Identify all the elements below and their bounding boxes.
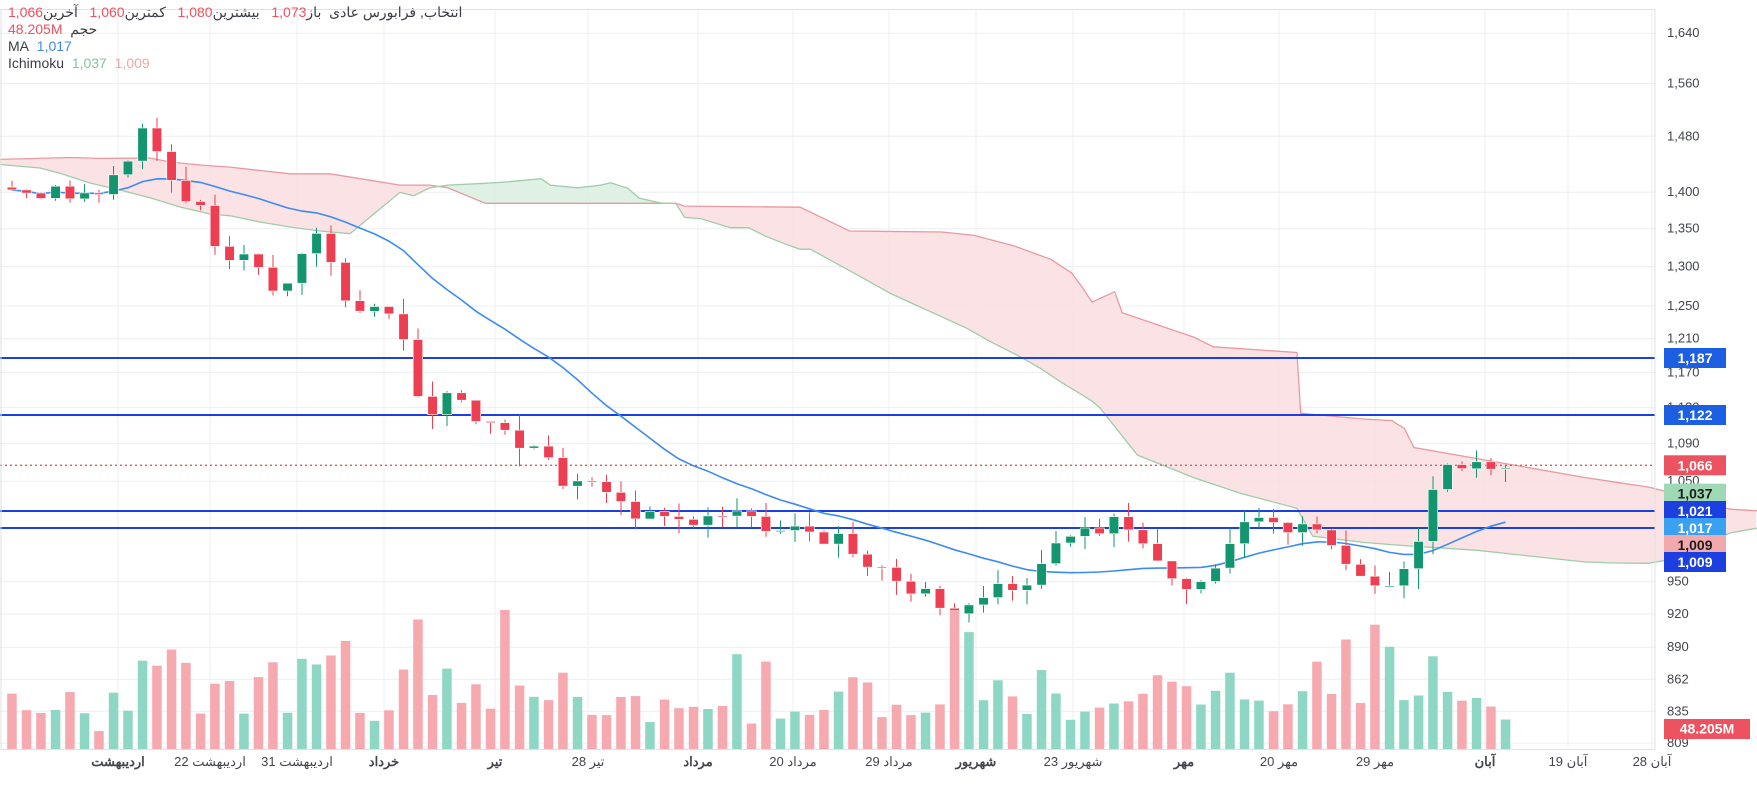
svg-text:1,640: 1,640 [1667, 25, 1700, 40]
svg-text:20 مرداد: 20 مرداد [769, 754, 816, 770]
svg-text:950: 950 [1667, 574, 1689, 589]
svg-text:شهریور: شهریور [955, 754, 997, 770]
svg-text:19 آبان: 19 آبان [1549, 753, 1589, 769]
svg-text:1,300: 1,300 [1667, 259, 1700, 274]
svg-text:29 مهر: 29 مهر [1356, 754, 1394, 770]
svg-text:1,350: 1,350 [1667, 221, 1700, 236]
svg-text:1,187: 1,187 [1677, 350, 1712, 366]
svg-text:1,250: 1,250 [1667, 298, 1700, 313]
svg-text:1,037: 1,037 [1677, 486, 1712, 502]
svg-text:22 اردیبهشت: 22 اردیبهشت [174, 754, 246, 770]
svg-text:835: 835 [1667, 703, 1689, 718]
svg-text:862: 862 [1667, 671, 1689, 686]
svg-text:31 اردیبهشت: 31 اردیبهشت [261, 754, 333, 770]
svg-text:1,480: 1,480 [1667, 128, 1700, 143]
svg-text:1,009: 1,009 [1677, 537, 1712, 553]
svg-text:1,090: 1,090 [1667, 436, 1700, 451]
svg-text:آبان: آبان [1475, 753, 1497, 769]
svg-text:1,017: 1,017 [1677, 520, 1712, 536]
svg-text:مهر: مهر [1173, 754, 1194, 770]
svg-text:1,066: 1,066 [1677, 457, 1712, 473]
svg-text:مرداد: مرداد [683, 754, 712, 770]
svg-text:1,210: 1,210 [1667, 331, 1700, 346]
svg-text:تیر: تیر [487, 754, 503, 770]
svg-text:23 شهریور: 23 شهریور [1044, 754, 1103, 770]
svg-text:920: 920 [1667, 606, 1689, 621]
svg-text:1,560: 1,560 [1667, 76, 1700, 91]
svg-text:1,021: 1,021 [1677, 503, 1712, 519]
svg-text:28 آبان: 28 آبان [1633, 753, 1673, 769]
svg-text:خرداد: خرداد [369, 754, 399, 770]
svg-text:1,122: 1,122 [1677, 407, 1712, 423]
svg-text:1,400: 1,400 [1667, 184, 1700, 199]
svg-text:20 مهر: 20 مهر [1260, 754, 1298, 770]
svg-text:48.205M: 48.205M [1680, 721, 1734, 737]
svg-text:29 مرداد: 29 مرداد [865, 754, 912, 770]
svg-text:1,009: 1,009 [1677, 554, 1712, 570]
svg-text:890: 890 [1667, 639, 1689, 654]
svg-text:28 تیر: 28 تیر [572, 754, 605, 770]
svg-text:اردیبهشت: اردیبهشت [91, 754, 145, 770]
